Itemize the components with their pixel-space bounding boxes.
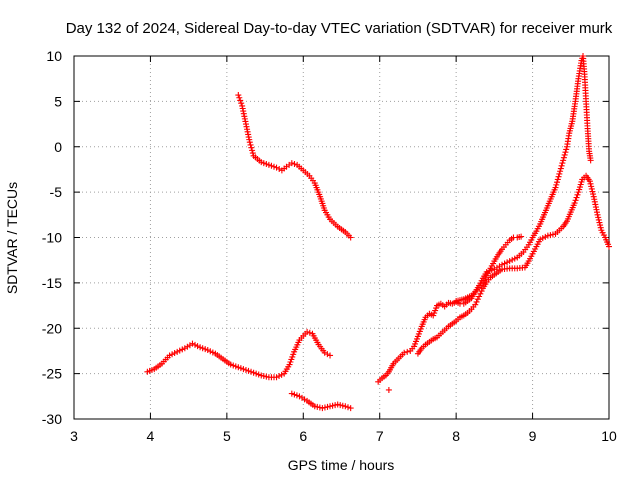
data-point bbox=[247, 141, 254, 148]
data-point bbox=[595, 216, 602, 223]
data-point bbox=[595, 214, 602, 221]
data-marks bbox=[144, 53, 612, 412]
series-arc-6 bbox=[414, 172, 612, 357]
data-point bbox=[288, 160, 295, 167]
data-point bbox=[553, 181, 560, 188]
x-tick-label: 8 bbox=[452, 428, 460, 444]
x-tick-labels: 3 4 5 6 7 8 9 10 bbox=[70, 428, 617, 444]
series-arc-1 bbox=[144, 328, 334, 381]
x-axis-label: GPS time / hours bbox=[288, 457, 395, 473]
y-tick-label: 5 bbox=[54, 93, 62, 109]
y-axis-label: SDTVAR / TECUs bbox=[4, 182, 20, 294]
data-point bbox=[291, 160, 298, 167]
data-point bbox=[236, 94, 243, 101]
data-point bbox=[401, 349, 408, 356]
x-tick-label: 6 bbox=[299, 428, 307, 444]
data-point bbox=[344, 404, 351, 411]
data-point bbox=[342, 403, 349, 410]
data-point bbox=[554, 176, 561, 183]
data-point bbox=[574, 191, 581, 198]
data-point bbox=[557, 168, 564, 175]
data-point bbox=[588, 183, 595, 190]
data-point bbox=[556, 170, 563, 177]
y-tick-label: -15 bbox=[42, 275, 62, 291]
data-point bbox=[327, 352, 334, 359]
data-point bbox=[249, 147, 256, 154]
series-arc-3 bbox=[288, 390, 354, 412]
data-point bbox=[321, 349, 328, 356]
data-point bbox=[476, 293, 483, 300]
data-point bbox=[571, 200, 578, 207]
data-point bbox=[597, 224, 604, 231]
data-point bbox=[248, 144, 255, 151]
x-tick-label: 4 bbox=[147, 428, 155, 444]
y-tick-label: -10 bbox=[42, 230, 62, 246]
data-point bbox=[562, 149, 569, 156]
y-tick-label: -5 bbox=[50, 184, 63, 200]
data-point bbox=[249, 150, 256, 157]
x-tick-label: 10 bbox=[601, 428, 617, 444]
data-point bbox=[559, 160, 566, 167]
data-point bbox=[589, 188, 596, 195]
y-tick-label: 10 bbox=[46, 48, 62, 64]
series-arc-7 bbox=[453, 233, 525, 305]
data-point bbox=[347, 405, 354, 412]
data-point bbox=[404, 348, 411, 355]
x-tick-label: 3 bbox=[70, 428, 78, 444]
data-point bbox=[586, 178, 593, 185]
data-point bbox=[572, 197, 579, 204]
data-point bbox=[347, 234, 354, 241]
y-tick-label: 0 bbox=[54, 139, 62, 155]
data-point bbox=[596, 219, 603, 226]
x-tick-label: 7 bbox=[376, 428, 384, 444]
chart-title: Day 132 of 2024, Sidereal Day-to-day VTE… bbox=[66, 20, 613, 37]
data-point bbox=[560, 157, 567, 164]
series-arc-5 bbox=[385, 386, 392, 393]
grid bbox=[74, 56, 609, 419]
data-point bbox=[478, 288, 485, 295]
data-point bbox=[560, 154, 567, 161]
data-point bbox=[594, 211, 601, 218]
data-point bbox=[518, 233, 525, 240]
data-point bbox=[306, 329, 313, 336]
data-point bbox=[472, 301, 479, 308]
data-point bbox=[477, 290, 484, 297]
data-point bbox=[606, 243, 612, 250]
data-point bbox=[235, 92, 242, 99]
data-point bbox=[557, 165, 564, 172]
data-point bbox=[590, 191, 597, 198]
data-point bbox=[246, 139, 253, 146]
data-point bbox=[552, 184, 559, 191]
x-tick-label: 5 bbox=[223, 428, 231, 444]
y-tick-label: -30 bbox=[42, 411, 62, 427]
data-point bbox=[304, 328, 311, 335]
data-point bbox=[237, 97, 244, 104]
y-tick-label: -25 bbox=[42, 366, 62, 382]
data-point bbox=[555, 173, 562, 180]
y-tick-labels: -30 -25 -20 -15 -10 -5 0 5 10 bbox=[42, 48, 62, 427]
y-tick-label: -20 bbox=[42, 320, 62, 336]
data-point bbox=[238, 100, 245, 107]
data-point bbox=[558, 162, 565, 169]
x-tick-label: 9 bbox=[529, 428, 537, 444]
data-point bbox=[273, 164, 280, 171]
data-point bbox=[587, 180, 594, 187]
data-point bbox=[473, 298, 480, 305]
data-point bbox=[474, 296, 481, 303]
data-point bbox=[385, 386, 392, 393]
data-point bbox=[573, 194, 580, 201]
data-point bbox=[554, 179, 561, 186]
data-point bbox=[561, 151, 568, 158]
data-point bbox=[587, 157, 594, 164]
data-point bbox=[588, 185, 595, 192]
series-arc-2 bbox=[235, 92, 354, 241]
data-point bbox=[324, 351, 331, 358]
data-point bbox=[597, 222, 604, 229]
series-arc-4 bbox=[375, 53, 594, 385]
data-point bbox=[563, 146, 570, 153]
